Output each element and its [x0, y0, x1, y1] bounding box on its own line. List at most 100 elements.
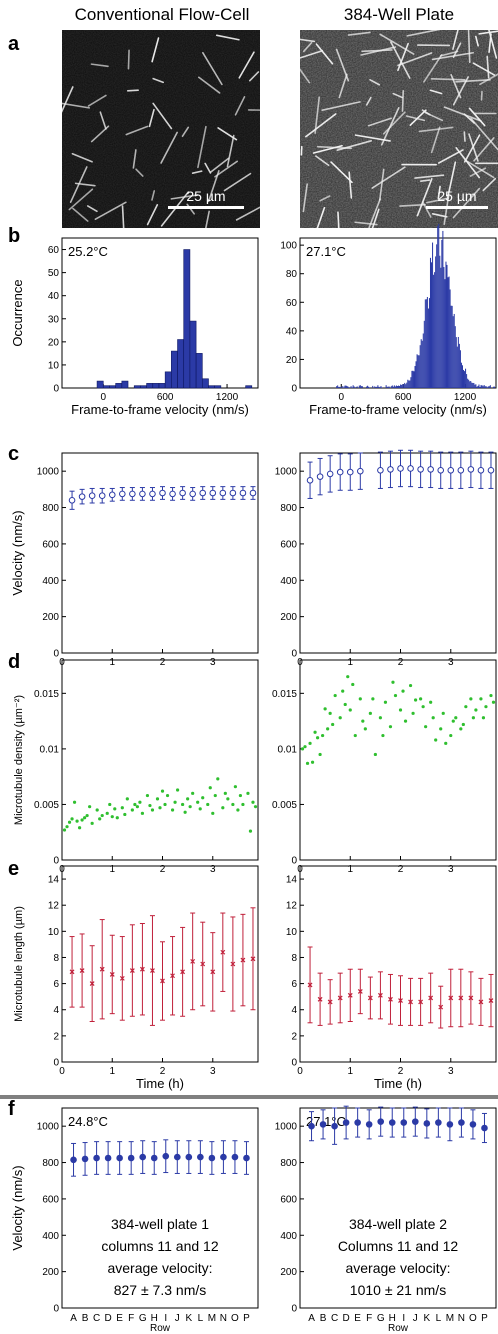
data-point — [100, 813, 104, 818]
microtubule-filament — [151, 37, 160, 63]
histogram-bar — [398, 385, 400, 388]
histogram-bar — [461, 365, 463, 388]
x-tick-label: 1200 — [454, 392, 477, 403]
histogram-bar — [444, 279, 446, 388]
data-point — [424, 725, 428, 729]
data-point — [165, 793, 170, 798]
microtubule-filament — [354, 134, 391, 142]
histogram-bar — [488, 386, 490, 388]
y-tick-label: 10 — [286, 927, 298, 938]
data-point — [120, 806, 124, 810]
y-tick-label: 10 — [48, 360, 60, 371]
data-point — [429, 700, 433, 704]
histogram-bar — [341, 387, 343, 388]
microtubule-filament — [71, 152, 93, 163]
histogram-bar — [431, 262, 433, 388]
annotation-line: average velocity: — [107, 1260, 212, 1276]
data-point — [347, 992, 353, 998]
data-point — [170, 808, 175, 812]
annotation-line: 1010 ± 21 nm/s — [350, 1282, 446, 1298]
data-point — [201, 796, 205, 800]
annotation-line: Columns 11 and 12 — [338, 1238, 459, 1254]
y-tick-label: 40 — [286, 326, 298, 337]
x-tick-label: 2 — [398, 657, 404, 668]
x-tick-label: N — [458, 1313, 465, 1324]
histogram-bar — [340, 386, 342, 388]
data-point — [315, 736, 320, 740]
microtubule-filament — [181, 126, 190, 138]
column-title-right: 384-Well Plate — [344, 5, 454, 24]
histogram-bar — [476, 386, 478, 388]
y-tick-label: 20 — [48, 337, 60, 348]
microtubule-filament — [90, 63, 109, 68]
histogram-bar — [453, 313, 455, 388]
data-point — [407, 465, 414, 472]
histogram-bar — [338, 386, 340, 388]
y-tick-label: 0.005 — [272, 800, 297, 811]
histogram-bar — [486, 387, 488, 388]
histogram-bar — [359, 385, 361, 388]
y-tick-label: 400 — [42, 576, 59, 587]
x-tick-label: 2 — [160, 864, 166, 875]
histogram-bar — [436, 244, 438, 388]
x-tick-label: 0 — [100, 392, 106, 403]
data-point — [104, 1154, 112, 1162]
y-tick-label: 0 — [53, 649, 59, 660]
histogram-bar — [429, 257, 432, 388]
data-point — [173, 800, 177, 804]
data-point — [361, 719, 365, 723]
data-point — [488, 998, 494, 1004]
histogram-bar — [438, 223, 440, 388]
data-point — [381, 733, 385, 738]
data-point — [220, 1153, 227, 1161]
plot-frame — [61, 237, 259, 389]
microtubule-filament — [455, 147, 481, 179]
data-point — [417, 466, 424, 473]
microtubule-filament — [321, 101, 361, 112]
data-point — [423, 1120, 431, 1127]
y-tick-label: 1000 — [37, 467, 60, 478]
histogram-bar — [419, 345, 421, 388]
panel-label-f: f — [8, 1098, 15, 1120]
microtubule-filament — [414, 174, 445, 179]
data-point — [449, 733, 453, 738]
y-tick-label: 8 — [53, 953, 59, 964]
data-point — [216, 777, 220, 781]
x-tick-label: 3 — [210, 657, 216, 668]
data-point — [484, 705, 488, 709]
histogram-bar — [441, 239, 443, 388]
plot-frame — [299, 865, 497, 1063]
data-point — [110, 815, 114, 819]
histogram-bar — [201, 378, 209, 389]
data-point — [240, 957, 246, 963]
histogram-bar — [451, 305, 453, 388]
annotation-line: 384-well plate 2 — [349, 1216, 447, 1232]
histogram-bar — [480, 385, 482, 388]
microtubule-filament — [62, 102, 91, 109]
data-point — [308, 741, 312, 745]
data-point — [393, 693, 398, 698]
microtubule-filament — [127, 49, 130, 70]
data-point — [160, 978, 165, 984]
histogram-bar — [469, 381, 471, 388]
data-point — [80, 818, 84, 822]
data-point — [469, 1121, 477, 1128]
histogram-bar — [394, 386, 396, 388]
histogram-bar — [402, 384, 404, 388]
data-point — [317, 996, 323, 1002]
histogram-bar — [339, 386, 341, 388]
data-point — [95, 808, 99, 812]
microtubule-filament — [418, 126, 454, 133]
histogram-bar — [208, 385, 215, 389]
histogram-bar — [360, 386, 362, 388]
data-point — [478, 999, 484, 1005]
x-tick-label: 2 — [398, 1066, 404, 1077]
histogram-bar — [214, 385, 222, 389]
microtubule-filament — [422, 201, 432, 218]
histogram-bar — [400, 384, 402, 388]
data-point — [78, 493, 86, 500]
data-point — [328, 711, 332, 715]
panel-label-d: d — [8, 651, 20, 673]
data-point — [318, 752, 322, 757]
histogram-bar — [413, 371, 415, 388]
